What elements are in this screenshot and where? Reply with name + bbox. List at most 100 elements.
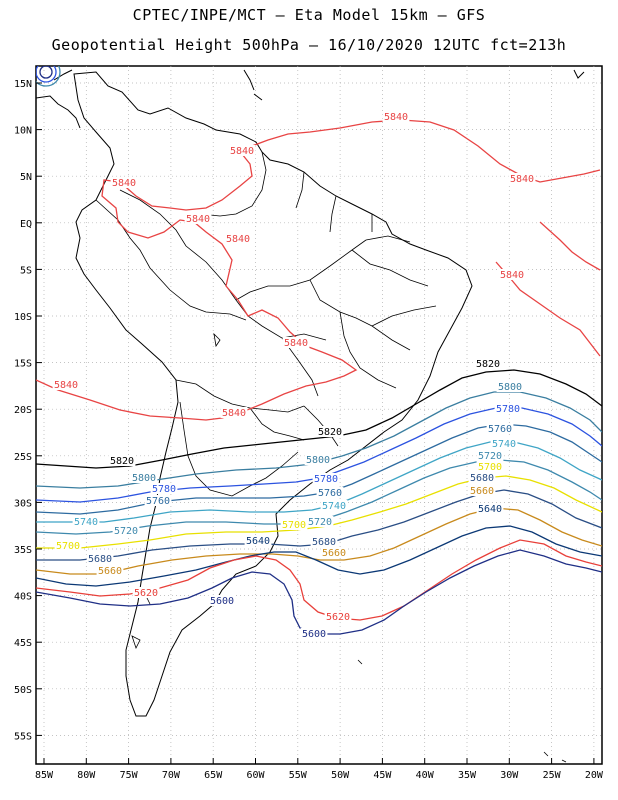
contour-label-bg — [508, 173, 536, 184]
contour-label: 5720 — [308, 517, 332, 528]
contour-label-bg — [300, 628, 328, 639]
latitude-axis: 15N 10N 5N EQ 5S 10S 15S 20S 25S 30S 35S 40S 45S 50S 5… — [14, 79, 42, 742]
contour-label-bg — [494, 403, 522, 414]
contour-label: 5740 — [492, 439, 516, 450]
lon-tick-label: 80W — [77, 770, 96, 781]
contour-5660 — [36, 507, 602, 575]
contour-5720 — [36, 459, 602, 535]
lon-tick-label: 25W — [543, 770, 562, 781]
contour-5640 — [36, 525, 602, 587]
contour-label: 5700 — [56, 541, 80, 552]
contour-label: 5720 — [478, 451, 502, 462]
contour-label: 5660 — [322, 548, 346, 559]
contour-labels: 5840 5840 5840 5840 5840 5840 5840 5840 5840 5840… — [52, 111, 536, 640]
contour-label-bg — [224, 233, 252, 244]
contour-label: 5680 — [88, 554, 112, 565]
contour-label: 5680 — [312, 537, 336, 548]
contour-label-bg — [468, 485, 496, 496]
contour-label: 5760 — [488, 424, 512, 435]
contour-label: 5740 — [322, 501, 346, 512]
contour-label-bg — [112, 525, 140, 536]
contour-label: 5640 — [478, 504, 502, 515]
contour-label-bg — [96, 565, 124, 576]
contour-label-bg — [476, 450, 504, 461]
country-borders — [95, 151, 437, 497]
contour-label: 5660 — [470, 486, 494, 497]
contour-label: 5760 — [318, 488, 342, 499]
contour-5700 — [36, 475, 602, 549]
contour-label-bg — [130, 472, 158, 483]
lon-tick-label: 20W — [585, 770, 604, 781]
contour-label: 5780 — [152, 484, 176, 495]
contour-label: 5820 — [476, 359, 500, 370]
contour-label: 5840 — [54, 380, 78, 391]
lon-tick-label: 30W — [500, 770, 519, 781]
contour-label: 5660 — [98, 566, 122, 577]
contour-label-bg — [304, 454, 332, 465]
contour-label: 5600 — [210, 596, 234, 607]
contour-label: 5840 — [186, 214, 210, 225]
contour-label: 5780 — [496, 404, 520, 415]
contour-label-bg — [320, 500, 348, 511]
contour-label-bg — [324, 611, 352, 622]
lat-tick-label: 15N — [14, 79, 32, 90]
islands — [357, 659, 567, 763]
contour-label-bg — [280, 519, 308, 530]
contour-label-bg — [86, 553, 114, 564]
contour-label: 5840 — [384, 112, 408, 123]
lat-tick-label: 35S — [14, 545, 32, 556]
contour-label: 5680 — [470, 473, 494, 484]
contour-label-bg — [490, 438, 518, 449]
contour-label: 5700 — [282, 520, 306, 531]
lat-tick-label: 45S — [14, 638, 32, 649]
contour-label-bg — [382, 111, 410, 122]
low-center-ring-2 — [36, 66, 57, 83]
contour-label-bg — [108, 455, 136, 466]
contour-label-bg — [476, 503, 504, 514]
contour-label: 5800 — [498, 382, 522, 393]
contour-label: 5840 — [230, 146, 254, 157]
lat-tick-label: 5S — [20, 265, 32, 276]
lon-tick-label: 60W — [246, 770, 265, 781]
longitude-axis: 85W 80W 75W 70W 65W 60W 55W 50W 45W 40W 35W 30W 25W 2… — [35, 758, 604, 781]
contour-5620 — [36, 539, 602, 621]
contour-label: 5720 — [114, 526, 138, 537]
lat-tick-label: EQ — [20, 219, 32, 230]
chart-title-line1: CPTEC/INPE/MCT – Eta Model 15km – GFS — [132, 6, 486, 24]
contour-label: 5820 — [110, 456, 134, 467]
contour-label: 5840 — [226, 234, 250, 245]
lon-tick-label: 85W — [35, 770, 54, 781]
lat-tick-label: 15S — [14, 359, 32, 370]
contour-label-bg — [244, 535, 272, 546]
lon-tick-label: 65W — [204, 770, 223, 781]
contour-5840 — [36, 119, 601, 421]
contour-label: 5780 — [314, 474, 338, 485]
contour-label-bg — [486, 423, 514, 434]
contour-label: 5840 — [510, 174, 534, 185]
contour-label-bg — [110, 177, 138, 188]
contour-label-bg — [310, 536, 338, 547]
contour-label-bg — [52, 379, 80, 390]
lon-tick-label: 55W — [289, 770, 308, 781]
lat-tick-label: 55S — [14, 731, 32, 742]
contour-5740 — [36, 441, 602, 523]
contour-label-bg — [228, 145, 256, 156]
lon-tick-label: 50W — [331, 770, 350, 781]
contour-label-bg — [468, 472, 496, 483]
lat-tick-label: 50S — [14, 685, 32, 696]
contour-label-bg — [320, 547, 348, 558]
contour-5820 — [36, 369, 602, 469]
contour-label: 5840 — [500, 270, 524, 281]
contour-label: 5700 — [478, 462, 502, 473]
contour-label-bg — [72, 516, 100, 527]
contour-label: 5600 — [302, 629, 326, 640]
contour-label-bg — [312, 473, 340, 484]
lat-tick-label: 25S — [14, 452, 32, 463]
contour-label-bg — [306, 516, 334, 527]
contour-5680 — [36, 489, 602, 561]
contour-label: 5800 — [132, 473, 156, 484]
contour-label: 5640 — [246, 536, 270, 547]
contour-label-bg — [144, 495, 172, 506]
lon-tick-label: 40W — [416, 770, 435, 781]
